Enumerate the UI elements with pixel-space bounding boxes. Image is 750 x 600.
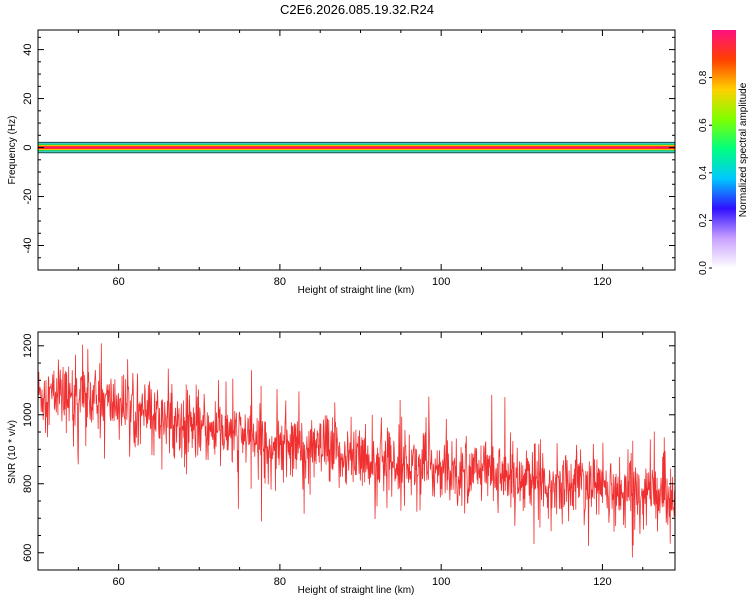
snr-ticks: 60 80 100 120 1200 1000 800 600 — [22, 332, 675, 588]
snr-y-label: SNR (10 * v/v) — [7, 420, 18, 484]
spectrogram-y-label: Frequency (Hz) — [7, 116, 18, 185]
x-tick-label: 120 — [593, 576, 611, 588]
y-tick-label: -40 — [22, 238, 34, 254]
colorbar-tick-label: 0.4 — [698, 165, 709, 179]
spectrogram-panel: 60 80 100 120 40 20 0 -20 -40 Height of straight… — [7, 29, 676, 296]
colorbar-tick-label: 0.2 — [698, 213, 709, 227]
snr-x-label: Height of straight line (km) — [298, 585, 415, 596]
y-tick-label: 0 — [22, 144, 34, 150]
colorbar: 0.0 0.2 0.4 0.6 0.8 Normalized spectral ampl… — [698, 30, 749, 275]
spectrogram-frame — [37, 29, 676, 271]
snr-frame — [37, 331, 676, 571]
spectrogram-ticks: 60 80 100 120 40 20 0 -20 -40 — [22, 30, 675, 288]
y-tick-label: 20 — [22, 92, 34, 104]
x-tick-label: 100 — [432, 276, 450, 288]
colorbar-ticks: 0.0 0.2 0.4 0.6 0.8 — [698, 70, 712, 275]
x-tick-label: 80 — [274, 276, 286, 288]
colorbar-label: Normalized spectral amplitude — [738, 82, 749, 217]
snr-plot-area — [38, 343, 675, 558]
y-tick-label: 600 — [22, 544, 34, 562]
y-tick-label: 40 — [22, 43, 34, 55]
y-tick-label: -20 — [22, 189, 34, 205]
x-tick-label: 120 — [593, 276, 611, 288]
colorbar-gradient — [712, 30, 736, 268]
y-tick-label: 1000 — [22, 403, 34, 427]
spectrogram-x-label: Height of straight line (km) — [298, 285, 415, 296]
chart-title: C2E6.2026.085.19.32.R24 — [280, 2, 434, 17]
x-tick-label: 60 — [113, 276, 125, 288]
y-tick-label: 1200 — [22, 334, 34, 358]
colorbar-tick-label: 0.0 — [698, 261, 709, 275]
colorbar-tick-label: 0.8 — [698, 70, 709, 84]
x-tick-label: 60 — [113, 576, 125, 588]
colorbar-tick-label: 0.6 — [698, 118, 709, 132]
band-core — [38, 146, 675, 149]
x-tick-label: 80 — [274, 576, 286, 588]
x-tick-label: 100 — [432, 576, 450, 588]
snr-series-line — [38, 343, 675, 558]
snr-panel: 60 80 100 120 1200 1000 800 600 Height of strai… — [7, 331, 676, 596]
y-tick-label: 800 — [22, 475, 34, 493]
spectrogram-plot-area — [38, 141, 675, 154]
